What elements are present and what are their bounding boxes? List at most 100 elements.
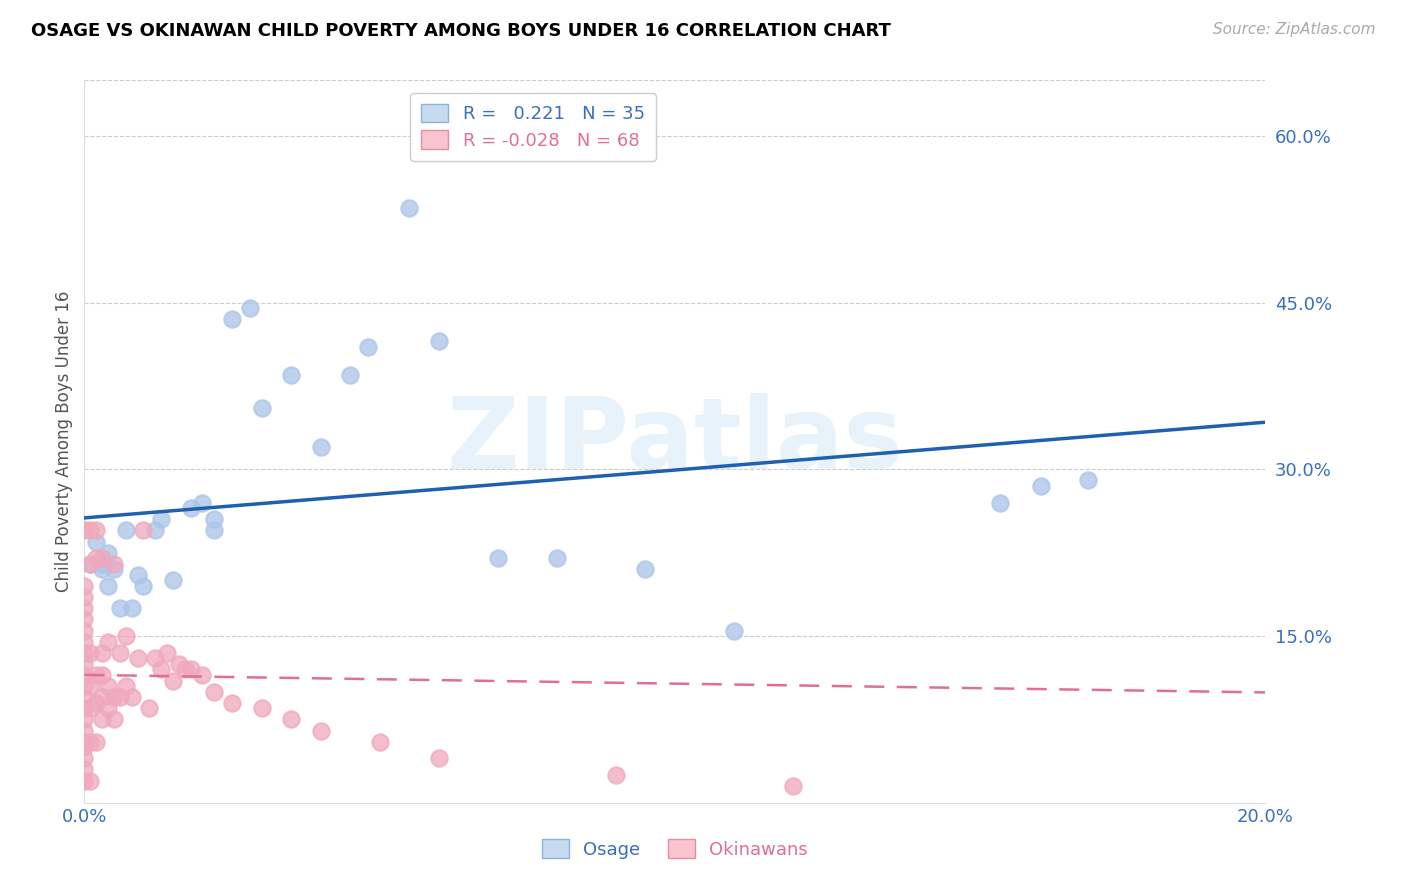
- Point: [91, 713, 114, 727]
- Point: [202, 524, 225, 538]
- Point: [84, 534, 107, 549]
- Point: [103, 690, 125, 705]
- Point: [634, 562, 657, 576]
- Point: [73, 579, 96, 593]
- Point: [132, 524, 155, 538]
- Point: [121, 601, 143, 615]
- Point: [73, 646, 96, 660]
- Point: [162, 574, 184, 588]
- Point: [103, 713, 125, 727]
- Point: [191, 668, 214, 682]
- Point: [108, 601, 131, 615]
- Point: [73, 773, 96, 788]
- Point: [79, 646, 101, 660]
- Point: [91, 668, 114, 682]
- Y-axis label: Child Poverty Among Boys Under 16: Child Poverty Among Boys Under 16: [55, 291, 73, 592]
- Point: [357, 340, 380, 354]
- Point: [84, 524, 107, 538]
- Point: [1029, 479, 1052, 493]
- Point: [127, 651, 149, 665]
- Point: [73, 713, 96, 727]
- Point: [121, 690, 143, 705]
- Point: [150, 662, 173, 676]
- Point: [309, 723, 332, 738]
- Point: [91, 551, 114, 566]
- Point: [84, 734, 107, 748]
- Point: [221, 312, 243, 326]
- Point: [84, 668, 107, 682]
- Point: [73, 763, 96, 777]
- Point: [280, 713, 302, 727]
- Point: [427, 334, 450, 349]
- Point: [150, 512, 173, 526]
- Point: [605, 768, 627, 782]
- Point: [221, 696, 243, 710]
- Point: [73, 590, 96, 604]
- Point: [782, 779, 804, 793]
- Point: [79, 524, 101, 538]
- Point: [368, 734, 391, 748]
- Point: [79, 734, 101, 748]
- Point: [97, 679, 120, 693]
- Text: ZIPatlas: ZIPatlas: [447, 393, 903, 490]
- Point: [97, 579, 120, 593]
- Point: [162, 673, 184, 688]
- Point: [156, 646, 179, 660]
- Point: [180, 662, 202, 676]
- Point: [73, 624, 96, 638]
- Point: [79, 557, 101, 571]
- Point: [143, 651, 166, 665]
- Point: [91, 646, 114, 660]
- Point: [73, 679, 96, 693]
- Point: [108, 690, 131, 705]
- Point: [180, 501, 202, 516]
- Point: [73, 612, 96, 626]
- Point: [97, 701, 120, 715]
- Point: [73, 740, 96, 755]
- Point: [239, 301, 262, 315]
- Point: [143, 524, 166, 538]
- Point: [73, 634, 96, 648]
- Point: [250, 401, 273, 416]
- Point: [73, 668, 96, 682]
- Point: [79, 557, 101, 571]
- Point: [79, 701, 101, 715]
- Point: [73, 690, 96, 705]
- Point: [167, 657, 190, 671]
- Point: [280, 368, 302, 382]
- Point: [173, 662, 195, 676]
- Point: [723, 624, 745, 638]
- Point: [114, 679, 136, 693]
- Point: [103, 557, 125, 571]
- Point: [73, 751, 96, 765]
- Point: [309, 440, 332, 454]
- Point: [73, 601, 96, 615]
- Text: Source: ZipAtlas.com: Source: ZipAtlas.com: [1212, 22, 1375, 37]
- Point: [127, 568, 149, 582]
- Point: [546, 551, 568, 566]
- Point: [114, 524, 136, 538]
- Point: [132, 579, 155, 593]
- Point: [91, 557, 114, 571]
- Point: [202, 512, 225, 526]
- Point: [84, 696, 107, 710]
- Legend: Osage, Okinawans: Osage, Okinawans: [534, 832, 815, 866]
- Point: [427, 751, 450, 765]
- Point: [73, 701, 96, 715]
- Point: [191, 496, 214, 510]
- Point: [398, 201, 420, 215]
- Point: [79, 679, 101, 693]
- Point: [73, 524, 96, 538]
- Point: [114, 629, 136, 643]
- Point: [97, 546, 120, 560]
- Point: [97, 634, 120, 648]
- Text: OSAGE VS OKINAWAN CHILD POVERTY AMONG BOYS UNDER 16 CORRELATION CHART: OSAGE VS OKINAWAN CHILD POVERTY AMONG BO…: [31, 22, 891, 40]
- Point: [73, 723, 96, 738]
- Point: [73, 734, 96, 748]
- Point: [103, 562, 125, 576]
- Point: [91, 562, 114, 576]
- Point: [79, 773, 101, 788]
- Point: [250, 701, 273, 715]
- Point: [1077, 474, 1099, 488]
- Point: [91, 690, 114, 705]
